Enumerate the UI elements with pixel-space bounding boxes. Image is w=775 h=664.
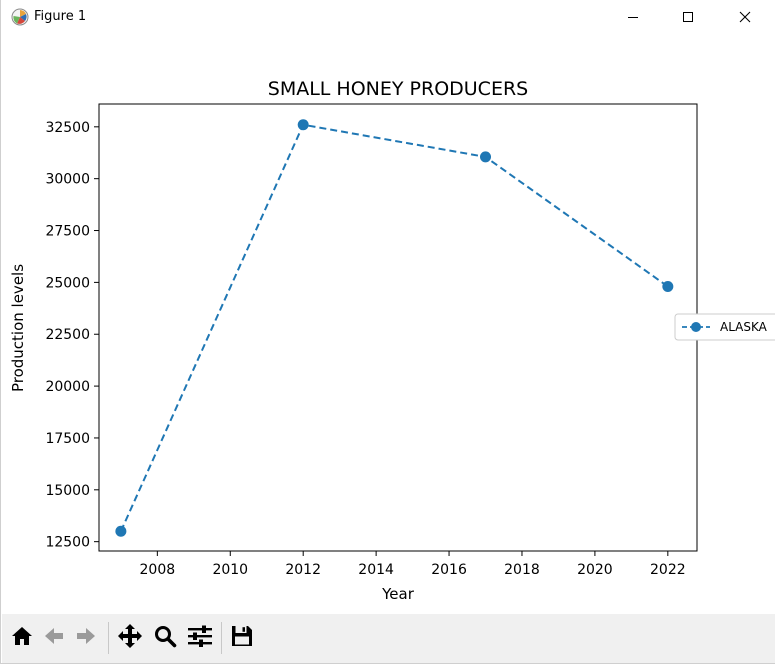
data-point (662, 281, 674, 293)
y-axis-ticks: 12500 15000 17500 20000 22500 25000 27500 30000… (45, 120, 99, 551)
figure-canvas[interactable]: SMALL HONEY PRODUCERS 12500 15000 17500 200… (1, 34, 775, 614)
toolbar-separator (108, 622, 109, 654)
x-axis-label: Year (381, 585, 415, 603)
arrow-right-icon (74, 624, 98, 652)
y-tick-label: 30000 (45, 172, 90, 188)
window-title: Figure 1 (34, 9, 87, 24)
title-bar: Figure 1 (1, 0, 775, 34)
home-icon (10, 624, 34, 652)
data-point (297, 119, 309, 131)
x-tick-label: 2010 (212, 562, 248, 578)
line-chart: SMALL HONEY PRODUCERS 12500 15000 17500 200… (9, 78, 775, 603)
y-tick-label: 15000 (45, 483, 90, 499)
matplotlib-figure-icon (11, 8, 29, 26)
legend-box (674, 313, 775, 341)
data-point (115, 525, 127, 537)
legend: ALASKA (674, 313, 775, 341)
x-axis-ticks: 2008 2010 2012 2014 2016 2018 2020 2022 (140, 551, 686, 578)
y-tick-label: 12500 (45, 535, 90, 551)
y-tick-label: 32500 (45, 120, 90, 136)
y-tick-label: 22500 (45, 327, 90, 343)
navigation-toolbar (2, 614, 775, 663)
x-tick-label: 2018 (504, 562, 540, 578)
sliders-icon (187, 624, 213, 652)
configure-subplots-button[interactable] (186, 624, 214, 652)
magnifier-icon (153, 624, 177, 652)
minimize-button[interactable] (610, 0, 656, 34)
save-button[interactable] (228, 624, 256, 652)
x-tick-label: 2014 (358, 562, 394, 578)
close-button[interactable] (722, 0, 768, 34)
pan-button[interactable] (116, 624, 144, 652)
forward-button[interactable] (72, 624, 100, 652)
zoom-button[interactable] (151, 624, 179, 652)
data-point (480, 151, 492, 163)
move-icon (117, 623, 143, 653)
y-tick-label: 27500 (45, 224, 90, 240)
home-button[interactable] (8, 624, 36, 652)
series-layer (115, 119, 674, 537)
y-tick-label: 17500 (45, 431, 90, 447)
minimize-icon (627, 11, 639, 23)
toolbar-separator (221, 622, 222, 654)
series-line-alaska (119, 123, 669, 532)
x-tick-label: 2012 (285, 562, 321, 578)
maximize-button[interactable] (665, 0, 711, 34)
y-axis-label: Production levels (9, 264, 27, 392)
y-tick-label: 20000 (45, 379, 90, 395)
y-tick-label: 25000 (45, 275, 90, 291)
arrow-left-icon (42, 624, 66, 652)
legend-label-alaska: ALASKA (720, 320, 768, 334)
legend-marker (691, 322, 701, 332)
maximize-icon (682, 11, 694, 23)
close-icon (739, 11, 751, 23)
x-tick-label: 2016 (431, 562, 467, 578)
x-tick-label: 2022 (650, 562, 686, 578)
plot-area (98, 103, 698, 552)
x-tick-label: 2008 (140, 562, 176, 578)
back-button[interactable] (40, 624, 68, 652)
x-tick-label: 2020 (577, 562, 613, 578)
chart-title: SMALL HONEY PRODUCERS (268, 78, 528, 100)
floppy-disk-icon (230, 624, 254, 652)
